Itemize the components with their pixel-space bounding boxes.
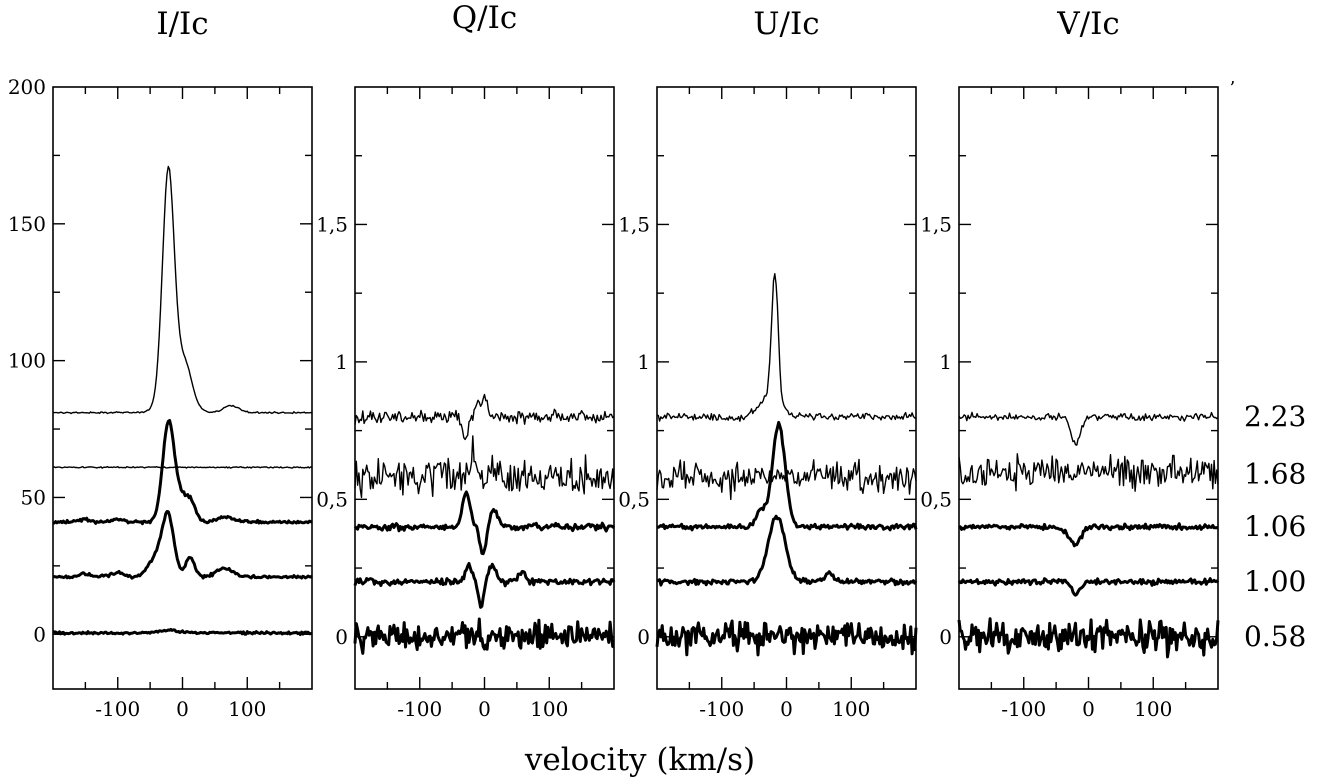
series-line xyxy=(52,627,313,636)
series-line xyxy=(958,522,1219,548)
panel-3: U/Ic -100 0 100 0 0,5 1 1,5 xyxy=(618,6,918,721)
series-line xyxy=(353,490,616,556)
y-tick-label: 0 xyxy=(33,622,46,646)
y-tick-label: 1,5 xyxy=(316,212,348,236)
x-axis-label: velocity (km/s) xyxy=(524,742,755,778)
series-line xyxy=(353,562,616,609)
panel-title: U/Ic xyxy=(753,6,819,42)
panel-title: I/Ic xyxy=(156,6,208,42)
y-tick-label: 1 xyxy=(939,350,952,374)
y-tick-label: 1,5 xyxy=(618,212,650,236)
x-tick-label: 100 xyxy=(228,697,266,721)
y-tick-label: 1 xyxy=(637,350,650,374)
series-line xyxy=(354,393,615,441)
y-tick-label: 0,5 xyxy=(618,487,650,511)
panel-title: Q/Ic xyxy=(452,0,517,36)
y-tick-label: 0 xyxy=(637,625,650,649)
y-tick-label: 0 xyxy=(335,625,348,649)
series-line xyxy=(52,165,313,415)
y-tick-label: 1 xyxy=(335,350,348,374)
series-line xyxy=(52,419,313,526)
x-tick-label: 100 xyxy=(1134,697,1172,721)
series-line xyxy=(52,465,313,469)
plot-frame xyxy=(958,86,1219,690)
edge-mark: ʼ xyxy=(1229,78,1235,99)
panel-title: V/Ic xyxy=(1056,6,1119,42)
y-tick-label: 1,5 xyxy=(920,212,952,236)
series-line xyxy=(52,510,313,580)
phase-label: 1.06 xyxy=(1244,510,1306,543)
panel-1: I/Ic -100 0 100 0 50 100 150 200 xyxy=(8,6,313,721)
x-tick-label: -100 xyxy=(397,697,442,721)
x-tick-label: 0 xyxy=(1082,697,1095,721)
x-tick-label: 0 xyxy=(478,697,491,721)
panel-4: V/Ic -100 0 100 0 0,5 1 1,5 xyxy=(920,6,1220,721)
y-tick-label: 100 xyxy=(8,349,46,373)
panel-2: Q/Ic -100 0 100 0 0,5 1 1,5 xyxy=(316,0,616,721)
series-line xyxy=(958,453,1219,492)
series-line xyxy=(656,273,917,422)
y-tick-label: 0,5 xyxy=(920,487,952,511)
series-line xyxy=(656,514,918,587)
y-tick-label: 200 xyxy=(8,75,46,99)
series-line xyxy=(957,577,1220,597)
x-tick-label: 0 xyxy=(780,697,793,721)
plot-frame xyxy=(52,86,313,690)
series-line xyxy=(655,619,918,657)
plot-frame xyxy=(656,86,917,690)
series-line xyxy=(958,411,1219,446)
x-tick-label: -100 xyxy=(1001,697,1046,721)
series-line xyxy=(656,420,918,532)
phase-label: 1.00 xyxy=(1244,565,1306,598)
phase-label: 2.23 xyxy=(1244,400,1306,433)
x-tick-label: 0 xyxy=(176,697,189,721)
y-tick-label: 150 xyxy=(8,212,46,236)
x-tick-label: -100 xyxy=(699,697,744,721)
series-line xyxy=(353,617,615,655)
series-line xyxy=(354,435,615,499)
x-tick-label: -100 xyxy=(95,697,140,721)
phase-label: 0.58 xyxy=(1244,620,1306,653)
y-tick-label: 0 xyxy=(939,625,952,649)
x-tick-label: 100 xyxy=(530,697,568,721)
phase-label: 1.68 xyxy=(1244,458,1306,491)
y-tick-label: 0,5 xyxy=(316,487,348,511)
series-line xyxy=(957,617,1220,659)
x-tick-label: 100 xyxy=(832,697,870,721)
y-tick-label: 50 xyxy=(21,485,46,509)
